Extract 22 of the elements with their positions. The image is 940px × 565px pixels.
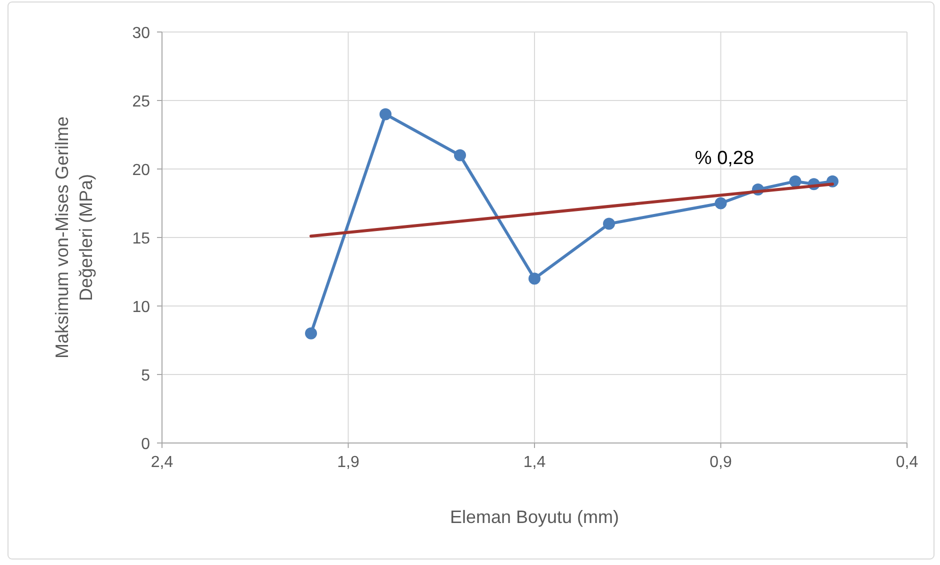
y-tick-label: 30	[132, 25, 150, 42]
x-tick-label: 1,4	[523, 454, 546, 471]
point	[380, 108, 392, 120]
y-tick-label: 25	[132, 94, 150, 110]
x-tick-label: 0,9	[710, 454, 732, 471]
point	[528, 272, 540, 285]
point	[714, 197, 727, 210]
point	[305, 327, 317, 340]
y-axis-title: Maksimum von-Mises Gerilme Değerleri (MPa)	[52, 116, 96, 359]
y-tick-label: 10	[132, 299, 150, 316]
annotation: % 0,28	[694, 148, 754, 169]
point	[603, 218, 615, 230]
point	[789, 175, 802, 188]
y-tick-label: 15	[132, 230, 150, 248]
y-tick-label: 20	[132, 162, 150, 179]
y-tick-label: 0	[141, 436, 150, 453]
point	[454, 149, 466, 162]
x-tick-label: 0,4	[896, 454, 918, 471]
x-tick-label: 2,4	[150, 454, 174, 471]
x-tick-label: 1,9	[337, 454, 360, 471]
x-axis-title: Eleman Boyutu (mm)	[450, 507, 620, 527]
y-tick-label: 5	[141, 368, 150, 384]
